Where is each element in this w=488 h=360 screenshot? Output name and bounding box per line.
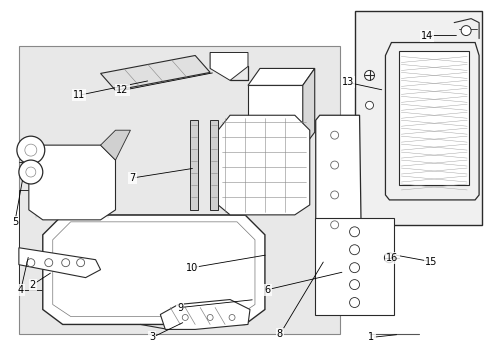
Polygon shape [315, 115, 361, 275]
Circle shape [349, 245, 359, 255]
Text: 8: 8 [276, 329, 283, 339]
Polygon shape [247, 68, 314, 85]
Circle shape [349, 298, 359, 307]
Text: 16: 16 [386, 253, 398, 263]
Circle shape [349, 227, 359, 237]
Polygon shape [218, 115, 309, 215]
Circle shape [45, 259, 53, 267]
Polygon shape [302, 68, 314, 148]
Circle shape [349, 263, 359, 273]
Circle shape [19, 160, 42, 184]
Circle shape [460, 26, 470, 36]
Text: 14: 14 [420, 31, 432, 41]
Bar [354, 11, 481, 225]
Text: 6: 6 [264, 284, 270, 294]
Text: 5: 5 [12, 217, 18, 227]
Text: 9: 9 [177, 302, 183, 312]
Polygon shape [19, 45, 339, 334]
Circle shape [330, 191, 338, 199]
Circle shape [207, 315, 213, 320]
Circle shape [330, 221, 338, 229]
Circle shape [27, 259, 35, 267]
Bar [399, 50, 468, 185]
Circle shape [364, 71, 374, 80]
Polygon shape [19, 248, 101, 278]
Text: 4: 4 [18, 284, 24, 294]
Circle shape [330, 131, 338, 139]
Polygon shape [101, 55, 210, 90]
Text: 7: 7 [129, 173, 135, 183]
Polygon shape [247, 85, 302, 148]
Polygon shape [29, 145, 115, 220]
Bar [314, 218, 394, 315]
Bar [210, 120, 218, 210]
Bar [190, 120, 198, 210]
Text: 1: 1 [367, 332, 374, 342]
Circle shape [61, 259, 69, 267]
Bar [19, 190, 57, 289]
Polygon shape [160, 300, 249, 329]
Polygon shape [101, 130, 130, 160]
Text: 13: 13 [341, 77, 353, 87]
Text: 12: 12 [116, 85, 128, 95]
Circle shape [384, 253, 394, 263]
Circle shape [17, 136, 45, 164]
Text: 10: 10 [186, 263, 198, 273]
Text: 3: 3 [149, 332, 155, 342]
Circle shape [77, 259, 84, 267]
Text: 15: 15 [424, 257, 437, 267]
Polygon shape [42, 215, 264, 324]
Circle shape [228, 315, 235, 320]
Text: 11: 11 [72, 90, 84, 100]
Circle shape [365, 101, 373, 109]
Text: 2: 2 [30, 280, 36, 289]
Circle shape [182, 315, 188, 320]
Circle shape [349, 280, 359, 289]
Polygon shape [210, 53, 247, 80]
Circle shape [330, 161, 338, 169]
